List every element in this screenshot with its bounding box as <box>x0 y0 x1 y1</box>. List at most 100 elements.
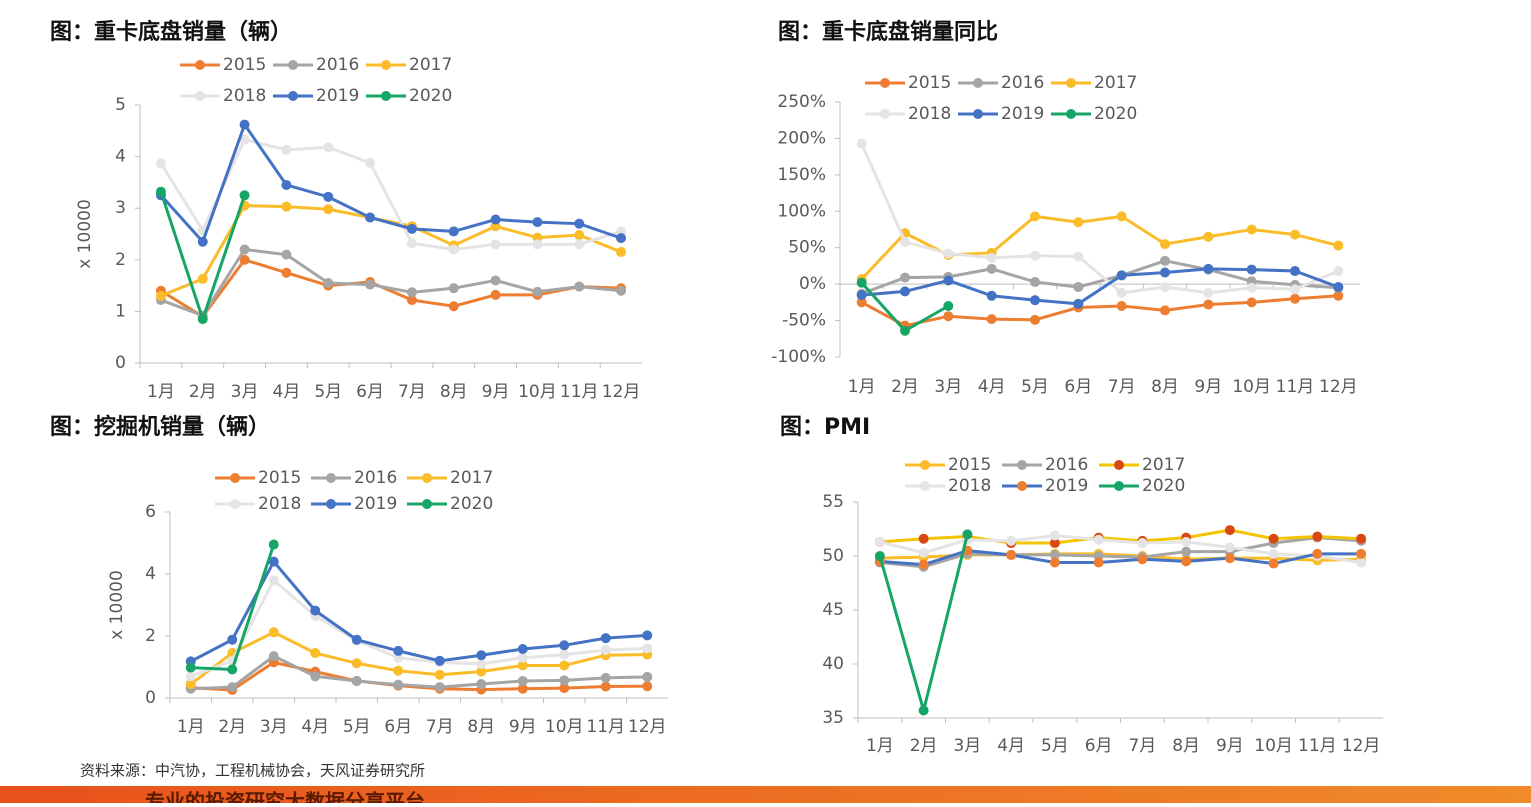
point <box>1333 290 1344 301</box>
point <box>1224 525 1235 536</box>
point <box>1246 297 1257 308</box>
point <box>856 297 867 308</box>
point <box>642 630 653 641</box>
legend-marker <box>1017 481 1027 491</box>
y-tick-label: 0 <box>145 688 156 708</box>
point <box>239 134 250 145</box>
series-line <box>861 267 1339 306</box>
point <box>1160 282 1170 293</box>
y-tick-label: 250% <box>777 92 826 112</box>
x-tick-label: 7月 <box>1128 736 1156 756</box>
point <box>1181 536 1192 547</box>
point <box>393 679 404 690</box>
point <box>532 239 543 250</box>
point <box>1137 538 1148 549</box>
point <box>900 325 910 336</box>
point <box>1116 211 1127 222</box>
point <box>900 236 910 247</box>
point <box>1224 542 1235 553</box>
point <box>574 281 585 292</box>
point <box>900 286 910 297</box>
point <box>1049 530 1060 541</box>
point <box>1181 546 1192 557</box>
point <box>227 634 238 645</box>
legend-label: 2020 <box>409 86 452 106</box>
legend-marker <box>230 473 240 483</box>
point <box>642 643 653 654</box>
point <box>1333 240 1344 251</box>
series-line <box>860 294 1339 328</box>
point <box>559 660 570 671</box>
series-line <box>861 259 1339 296</box>
point <box>310 605 321 616</box>
point <box>559 675 570 686</box>
legend-marker <box>422 473 432 483</box>
point <box>197 236 208 247</box>
series-line <box>879 536 1362 569</box>
point <box>1073 217 1084 228</box>
point <box>268 575 279 586</box>
point <box>1268 533 1279 544</box>
point <box>155 290 166 301</box>
series-line <box>190 558 648 663</box>
point <box>197 273 208 284</box>
point <box>616 247 627 258</box>
x-tick-label: 3月 <box>934 377 962 397</box>
x-tick-label: 6月 <box>1064 377 1092 397</box>
point <box>874 536 885 547</box>
point <box>943 275 954 286</box>
x-tick-label: 10月 <box>545 717 584 737</box>
legend-label: 2016 <box>1001 73 1044 93</box>
x-tick-label: 9月 <box>509 717 537 737</box>
legend-marker <box>880 78 890 88</box>
point <box>1049 549 1060 560</box>
point <box>448 283 459 294</box>
point <box>1290 229 1300 240</box>
legend-label: 2020 <box>1094 104 1137 124</box>
point <box>1116 287 1127 298</box>
point <box>406 238 417 249</box>
point <box>185 662 196 673</box>
x-tick-label: 4月 <box>978 377 1006 397</box>
point <box>268 539 279 550</box>
legend-marker <box>1017 460 1027 470</box>
point <box>1160 267 1170 278</box>
point <box>1049 557 1060 568</box>
x-tick-label: 1月 <box>848 377 876 397</box>
chart-title: 图：重卡底盘销量（辆） <box>50 19 292 45</box>
legend-label: 2017 <box>409 55 452 75</box>
point <box>1312 531 1323 542</box>
y-axis-label: x 10000 <box>107 570 127 640</box>
point <box>490 214 501 225</box>
point <box>1030 211 1040 222</box>
point <box>986 290 997 301</box>
point <box>365 157 376 168</box>
legend-label: 2017 <box>1142 455 1185 475</box>
point <box>574 218 585 229</box>
point <box>1203 231 1214 242</box>
point <box>616 285 627 296</box>
point <box>1093 534 1104 545</box>
point <box>1290 293 1300 304</box>
point <box>476 679 487 690</box>
point <box>856 277 867 288</box>
point <box>1160 239 1170 250</box>
point <box>1246 282 1257 293</box>
y-tick-label: 50 <box>822 546 844 566</box>
point <box>281 201 292 212</box>
x-tick-label: 11月 <box>1276 377 1315 397</box>
y-tick-label: 35 <box>822 708 844 728</box>
x-tick-label: 10月 <box>1254 736 1293 756</box>
legend-label: 2019 <box>354 494 397 514</box>
point <box>900 272 910 283</box>
x-tick-label: 3月 <box>260 717 288 737</box>
legend-label: 2016 <box>1045 455 1088 475</box>
point <box>943 248 954 259</box>
point <box>517 675 528 686</box>
x-tick-label: 8月 <box>1172 736 1200 756</box>
legend-marker <box>1066 109 1076 119</box>
point <box>155 186 166 197</box>
point <box>490 239 501 250</box>
point <box>1116 301 1127 311</box>
